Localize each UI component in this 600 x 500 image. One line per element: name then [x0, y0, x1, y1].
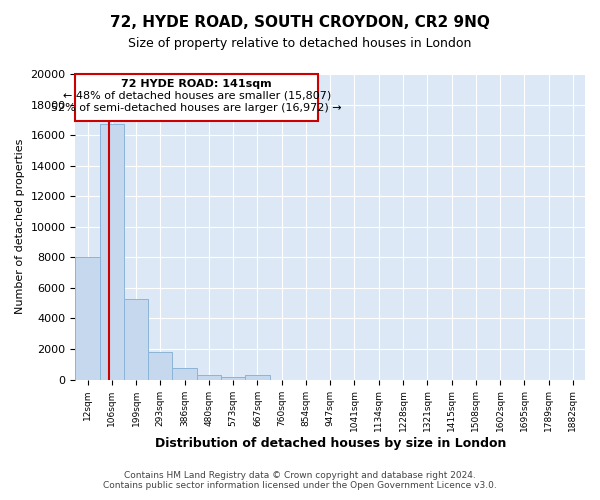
Text: 72, HYDE ROAD, SOUTH CROYDON, CR2 9NQ: 72, HYDE ROAD, SOUTH CROYDON, CR2 9NQ: [110, 15, 490, 30]
X-axis label: Distribution of detached houses by size in London: Distribution of detached houses by size …: [155, 437, 506, 450]
Bar: [221, 376, 245, 380]
Bar: [245, 376, 269, 380]
Bar: [172, 368, 197, 380]
Bar: [124, 298, 148, 380]
Text: 52% of semi-detached houses are larger (16,972) →: 52% of semi-detached houses are larger (…: [52, 103, 342, 113]
Bar: [197, 374, 221, 380]
Text: Size of property relative to detached houses in London: Size of property relative to detached ho…: [128, 38, 472, 51]
Y-axis label: Number of detached properties: Number of detached properties: [15, 139, 25, 314]
Bar: [76, 256, 100, 380]
Text: Contains HM Land Registry data © Crown copyright and database right 2024.
Contai: Contains HM Land Registry data © Crown c…: [103, 470, 497, 490]
Bar: [100, 124, 124, 380]
Text: ← 48% of detached houses are smaller (15,807): ← 48% of detached houses are smaller (15…: [62, 90, 331, 100]
Bar: [76, 74, 318, 122]
Text: 72 HYDE ROAD: 141sqm: 72 HYDE ROAD: 141sqm: [121, 80, 272, 90]
Bar: [148, 352, 172, 380]
